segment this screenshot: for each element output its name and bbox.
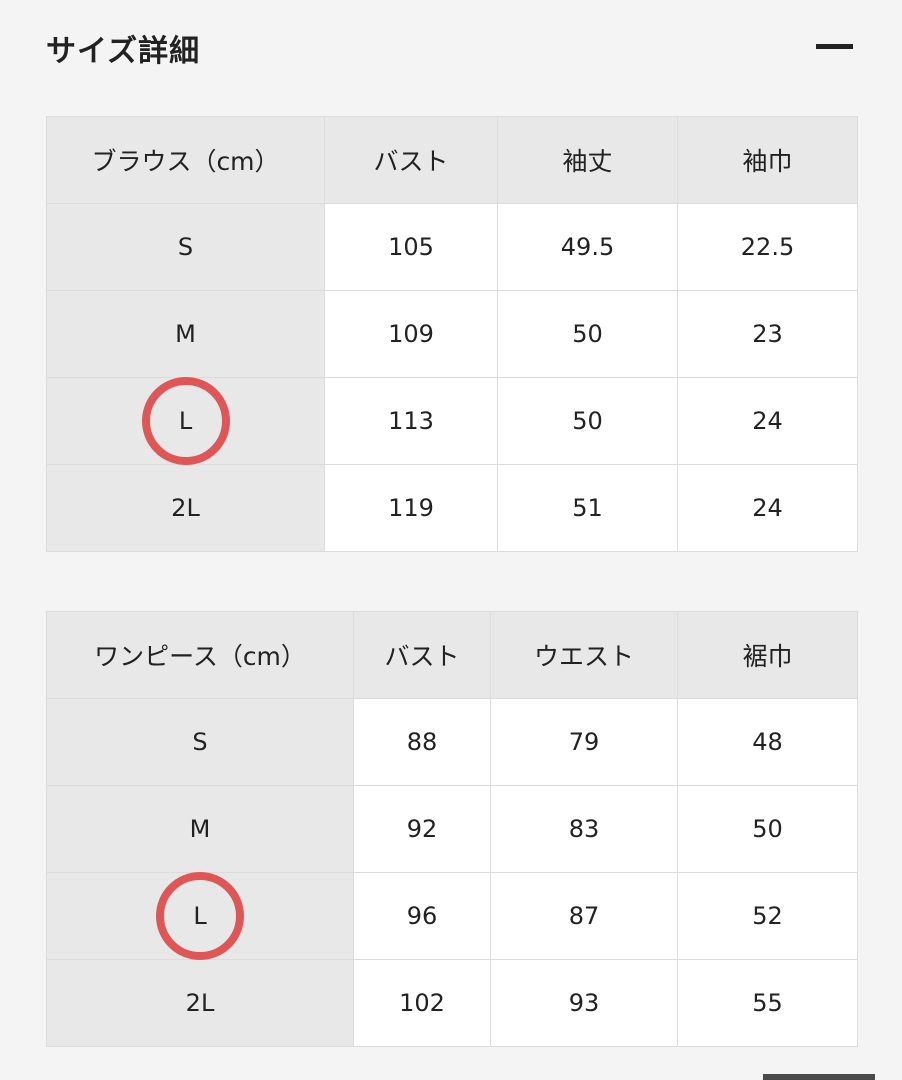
measurement-cell: 109 xyxy=(324,290,498,378)
cell-text: 119 xyxy=(388,494,434,522)
cell-text: 23 xyxy=(752,320,783,348)
cell-text: M xyxy=(189,815,211,843)
measurement-cell: 105 xyxy=(324,203,498,291)
size-label: S xyxy=(46,203,325,291)
measurement-cell: 24 xyxy=(677,464,858,552)
cell-text: 102 xyxy=(399,989,445,1017)
measurement-cell: 113 xyxy=(324,377,498,465)
size-label: 2L xyxy=(46,464,325,552)
cell-text: 79 xyxy=(568,728,600,756)
measurement-cell: 92 xyxy=(353,785,491,873)
column-header: バスト xyxy=(353,611,491,699)
measurement-cell: 24 xyxy=(677,377,858,465)
measurement-cell: 51 xyxy=(497,464,678,552)
cell-text: S xyxy=(192,728,208,756)
cell-text: 2L xyxy=(171,494,200,522)
measurement-cell: 88 xyxy=(353,698,491,786)
cell-text: 96 xyxy=(406,902,438,930)
cell-text: 22.5 xyxy=(740,233,795,261)
cell-text: 50 xyxy=(752,815,783,843)
cell-text: 83 xyxy=(568,815,600,843)
measurement-cell: 96 xyxy=(353,872,491,960)
measurement-cell: 52 xyxy=(677,872,858,960)
section-title: サイズ詳細 xyxy=(46,34,201,69)
measurement-cell: 87 xyxy=(490,872,678,960)
measurement-cell: 50 xyxy=(497,290,678,378)
cell-text: 24 xyxy=(752,494,783,522)
cell-text: 87 xyxy=(568,902,600,930)
cell-text: 50 xyxy=(572,320,603,348)
size-label: S xyxy=(46,698,354,786)
cell-text: 113 xyxy=(388,407,434,435)
measurement-cell: 119 xyxy=(324,464,498,552)
column-header: ワンピース（cm） xyxy=(46,611,354,699)
blouse-size-table: ブラウス（cm） バスト 袖丈 袖巾 S 105 49.5 22.5 M 109 50 23 L 113 5… xyxy=(46,116,858,552)
measurement-cell: 50 xyxy=(497,377,678,465)
column-header: ブラウス（cm） xyxy=(46,116,325,204)
measurement-cell: 93 xyxy=(490,959,678,1047)
measurement-cell: 50 xyxy=(677,785,858,873)
size-label: M xyxy=(46,290,325,378)
table-row: S 88 79 48 xyxy=(46,698,858,786)
cell-text: 49.5 xyxy=(560,233,615,261)
table-row: M 92 83 50 xyxy=(46,785,858,873)
cell-text: 48 xyxy=(752,728,783,756)
column-header: 袖巾 xyxy=(677,116,858,204)
cell-text: 88 xyxy=(406,728,438,756)
column-header: 袖丈 xyxy=(497,116,678,204)
measurement-cell: 102 xyxy=(353,959,491,1047)
column-header: ウエスト xyxy=(490,611,678,699)
size-label: L xyxy=(46,872,354,960)
cell-text: M xyxy=(175,320,196,348)
highlight-circle xyxy=(141,377,230,465)
onepiece-size-table: ワンピース（cm） バスト ウエスト 裾巾 S 88 79 48 M 92 83 50 L 96 87 52 2… xyxy=(46,611,858,1047)
cell-text: 52 xyxy=(752,902,783,930)
table-row: S 105 49.5 22.5 xyxy=(46,203,858,291)
table-row: M 109 50 23 xyxy=(46,290,858,378)
measurement-cell: 55 xyxy=(677,959,858,1047)
cell-text: S xyxy=(177,233,194,261)
cell-text: 50 xyxy=(572,407,603,435)
table-row: 2L 119 51 24 xyxy=(46,464,858,552)
measurement-cell: 49.5 xyxy=(497,203,678,291)
minus-icon[interactable] xyxy=(816,44,853,49)
measurement-cell: 48 xyxy=(677,698,858,786)
highlight-circle xyxy=(156,872,244,960)
cell-text: 105 xyxy=(388,233,434,261)
table-row: L 113 50 24 xyxy=(46,377,858,465)
cell-text: 109 xyxy=(388,320,434,348)
measurement-cell: 79 xyxy=(490,698,678,786)
table-row: L 96 87 52 xyxy=(46,872,858,960)
cell-text: 2L xyxy=(185,989,215,1017)
size-label: M xyxy=(46,785,354,873)
size-label: L xyxy=(46,377,325,465)
size-label: 2L xyxy=(46,959,354,1047)
table-row: 2L 102 93 55 xyxy=(46,959,858,1047)
measurement-cell: 83 xyxy=(490,785,678,873)
cell-text: 92 xyxy=(406,815,438,843)
column-header: バスト xyxy=(324,116,498,204)
cell-text: 51 xyxy=(572,494,603,522)
measurement-cell: 22.5 xyxy=(677,203,858,291)
cell-text: 24 xyxy=(752,407,783,435)
column-header: 裾巾 xyxy=(677,611,858,699)
cell-text: 93 xyxy=(568,989,600,1017)
header-row: ブラウス（cm） バスト 袖丈 袖巾 xyxy=(46,116,858,204)
cell-text: 55 xyxy=(752,989,783,1017)
measurement-cell: 23 xyxy=(677,290,858,378)
bottom-button-edge[interactable] xyxy=(763,1074,875,1080)
header-row: ワンピース（cm） バスト ウエスト 裾巾 xyxy=(46,611,858,699)
